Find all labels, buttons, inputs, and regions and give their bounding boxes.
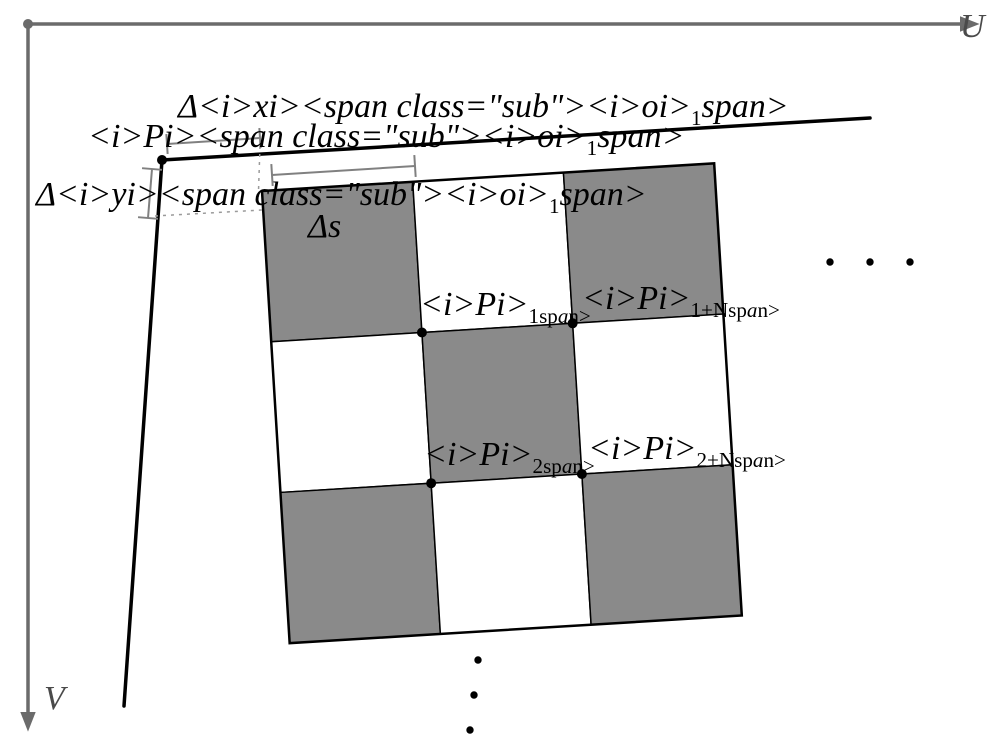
- label-delta-x: Δ<i>xi><span class="sub"><i>oi>1span>: [178, 88, 789, 131]
- label-P2: <i>Pi>2span>: [424, 436, 595, 479]
- label-P1N: <i>Pi>1+Nspan>: [582, 280, 780, 323]
- label-delta-y: Δ<i>yi><span class="sub"><i>oi>1span>: [36, 176, 647, 219]
- v-axis-label: V: [44, 680, 65, 718]
- u-axis-label: U: [960, 8, 985, 46]
- label-delta-s: Δs: [308, 208, 341, 246]
- diagram-canvas: U V <i>Pi><span class="sub"><i>oi>1span>…: [0, 0, 1000, 739]
- label-P1: <i>Pi>1span>: [420, 286, 591, 329]
- label-P2N: <i>Pi>2+Nspan>: [588, 430, 786, 473]
